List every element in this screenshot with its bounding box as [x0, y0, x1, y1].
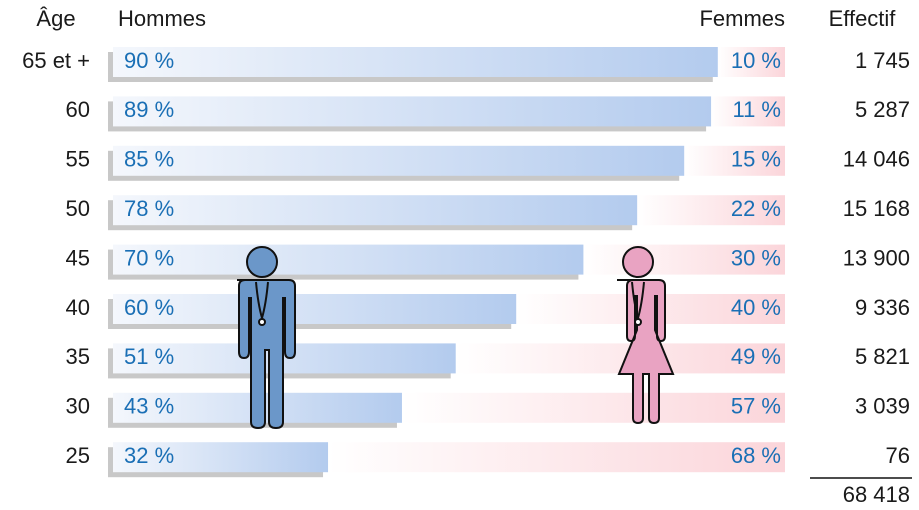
men-value-label: 85 % — [124, 147, 174, 172]
legend-women: Femmes — [699, 6, 785, 31]
bar-women — [684, 145, 785, 176]
age-label: 50 — [66, 196, 90, 221]
effectif-value: 15 168 — [843, 196, 910, 221]
women-value-label: 22 % — [731, 196, 781, 221]
women-value-label: 15 % — [731, 147, 781, 172]
women-value-label: 57 % — [731, 394, 781, 419]
bar-women — [717, 47, 785, 77]
bar-men — [113, 96, 712, 127]
age-label: 30 — [66, 394, 90, 419]
total: 68 418 — [843, 482, 910, 507]
men-value-label: 90 % — [124, 48, 174, 73]
effectif-value: 14 046 — [843, 147, 910, 172]
effectif-value: 3 039 — [855, 394, 910, 419]
women-value-label: 11 % — [732, 97, 781, 122]
effectif-value: 76 — [886, 443, 910, 468]
bar-men — [113, 47, 718, 77]
age-label: 40 — [66, 295, 90, 320]
effectif-value: 5 287 — [855, 97, 910, 122]
age-header: Âge — [36, 6, 75, 31]
woman-icon — [617, 246, 675, 425]
age-label: 65 et + — [22, 48, 90, 73]
bar-men — [113, 195, 638, 226]
bars — [108, 47, 785, 478]
effectif-header: Effectif — [829, 6, 897, 31]
effectif-value: 9 336 — [855, 295, 910, 320]
bar-women — [583, 244, 785, 275]
bar-women — [637, 195, 785, 226]
men-value-label: 51 % — [124, 344, 174, 369]
bar-women — [711, 96, 785, 127]
age-label: 45 — [66, 245, 90, 270]
bar-men — [113, 145, 685, 176]
effectif-value: 13 900 — [843, 245, 910, 270]
effectif-value: 5 821 — [855, 344, 910, 369]
age-label: 55 — [66, 147, 90, 172]
women-value-label: 68 % — [731, 443, 781, 468]
effectif-value: 1 745 — [855, 48, 910, 73]
men-value-label: 60 % — [124, 295, 174, 320]
bar-women — [401, 392, 785, 423]
men-value-label: 43 % — [124, 394, 174, 419]
man-icon — [237, 246, 296, 430]
age-label: 60 — [66, 97, 90, 122]
bar-men — [113, 244, 584, 275]
men-value-label: 32 % — [124, 443, 174, 468]
women-value-label: 40 % — [731, 295, 781, 320]
bar-men — [113, 442, 329, 473]
women-value-label: 10 % — [731, 48, 781, 73]
legend-men: Hommes — [118, 6, 206, 31]
men-value-label: 89 % — [124, 97, 174, 122]
age-label: 35 — [66, 344, 90, 369]
bar-women — [328, 442, 785, 473]
women-value-label: 49 % — [731, 344, 781, 369]
age-label: 25 — [66, 443, 90, 468]
men-value-label: 70 % — [124, 245, 174, 270]
women-value-label: 30 % — [731, 245, 781, 270]
bar-men — [113, 294, 517, 324]
men-value-label: 78 % — [124, 196, 174, 221]
